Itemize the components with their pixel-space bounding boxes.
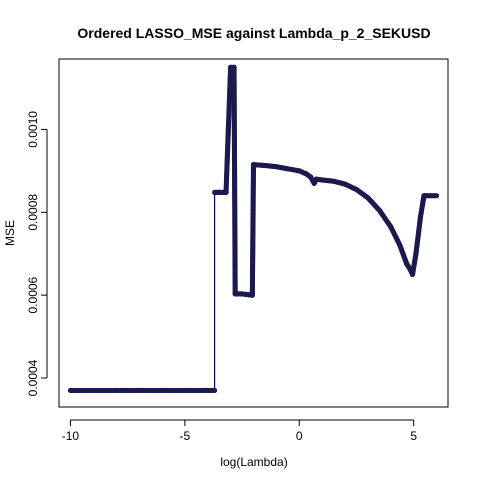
y-axis: 0.0004 0.0006 0.0008 0.0010 [26,111,48,396]
data-point [433,193,440,199]
plot-frame [58,58,449,408]
x-axis: -10 -5 0 5 [62,419,417,443]
x-tick-label: -5 [180,429,191,443]
series-group [67,64,440,394]
y-tick-label: 0.0006 [26,276,40,313]
chart-title: Ordered LASSO_MSE against Lambda_p_2_SEK… [77,25,430,41]
y-axis-label: MSE [3,220,17,246]
x-tick-label: -10 [62,429,80,443]
data-point [212,387,218,394]
y-tick-label: 0.0004 [26,359,40,396]
x-axis-label: log(Lambda) [220,455,287,469]
y-tick-label: 0.0010 [26,111,40,148]
y-tick-label: 0.0008 [26,194,40,231]
x-tick-label: 0 [296,429,303,443]
x-tick-label: 5 [410,429,417,443]
